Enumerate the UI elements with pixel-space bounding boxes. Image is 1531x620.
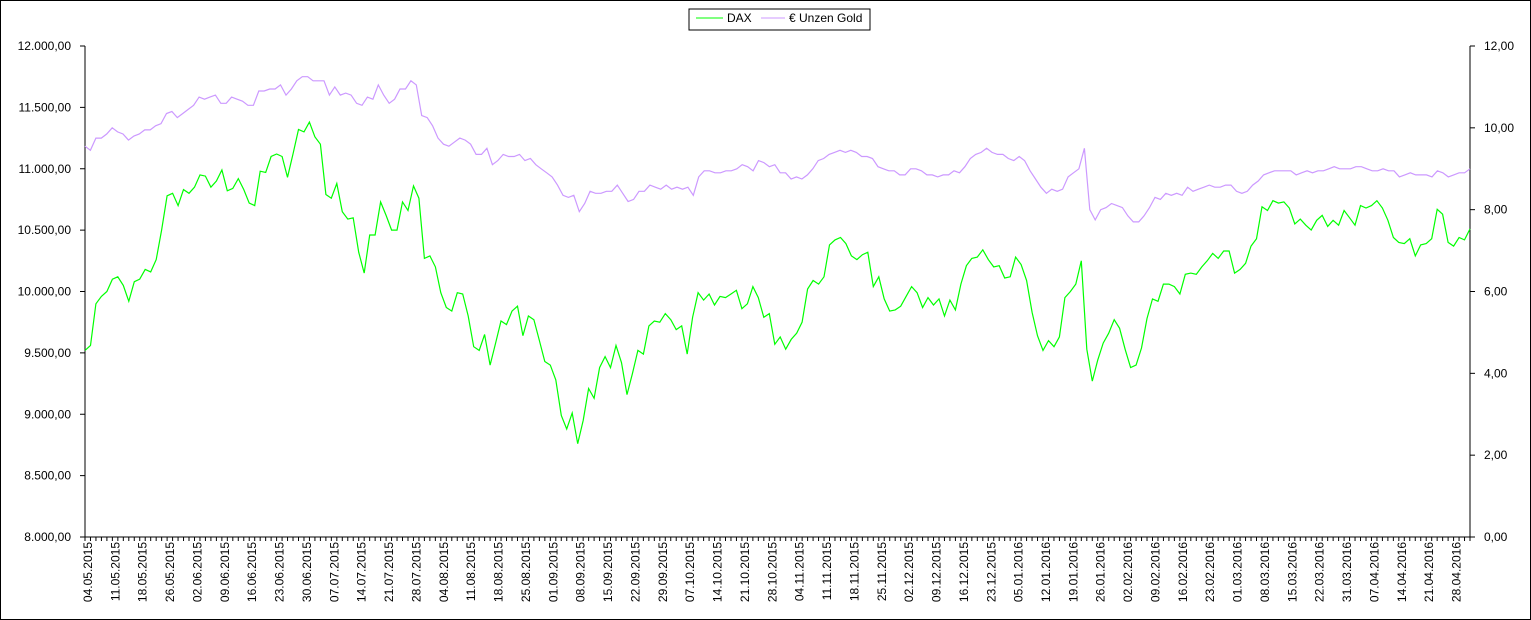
x-tick-label: 08.09.2015 [574, 542, 588, 602]
x-tick-label: 29.09.2015 [656, 542, 670, 602]
x-tick-label: 16.02.2016 [1176, 542, 1190, 602]
series-line-gold [84, 76, 1471, 223]
left-tick-label: 8.000,00 [24, 530, 71, 544]
x-tick-label: 21.10.2015 [738, 542, 752, 602]
x-tick-label: 12.01.2016 [1039, 542, 1053, 602]
left-tick-label: 10.000,00 [18, 285, 72, 299]
x-tick-label: 26.05.2015 [163, 542, 177, 602]
x-tick-label: 14.07.2015 [355, 542, 369, 602]
right-tick-label: 10,00 [1484, 121, 1514, 135]
x-tick-label: 26.01.2016 [1094, 542, 1108, 602]
x-tick-label: 09.06.2015 [218, 542, 232, 602]
x-tick-label: 16.12.2015 [957, 542, 971, 602]
x-tick-label: 30.06.2015 [300, 542, 314, 602]
right-tick-label: 6,00 [1484, 285, 1508, 299]
x-tick-label: 01.03.2016 [1231, 542, 1245, 602]
x-tick-label: 08.03.2016 [1258, 542, 1272, 602]
left-tick-label: 9.000,00 [24, 407, 71, 421]
x-tick-label: 23.02.2016 [1203, 542, 1217, 602]
right-tick-label: 4,00 [1484, 366, 1508, 380]
x-tick-label: 14.04.2016 [1395, 542, 1409, 602]
x-tick-label: 09.12.2015 [930, 542, 944, 602]
x-tick-label: 11.11.2015 [820, 542, 834, 601]
x-tick-label: 07.10.2015 [683, 542, 697, 602]
x-tick-label: 18.08.2015 [492, 542, 506, 602]
left-tick-label: 10.500,00 [18, 223, 72, 237]
x-tick-label: 23.12.2015 [984, 542, 998, 602]
x-tick-label: 04.11.2015 [793, 542, 807, 601]
x-tick-label: 05.01.2016 [1012, 542, 1026, 602]
left-tick-label: 9.500,00 [24, 346, 71, 360]
x-tick-label: 28.04.2016 [1450, 542, 1464, 602]
right-tick-label: 0,00 [1484, 530, 1508, 544]
x-tick-label: 09.02.2016 [1149, 542, 1163, 602]
x-tick-label: 11.08.2015 [464, 542, 478, 601]
x-tick-label: 25.08.2015 [519, 542, 533, 602]
x-tick-label: 15.09.2015 [601, 542, 615, 602]
x-tick-label: 07.04.2016 [1368, 542, 1382, 602]
legend-label-gold: € Unzen Gold [789, 11, 862, 25]
x-tick-label: 22.03.2016 [1313, 542, 1327, 602]
x-tick-label: 02.12.2015 [902, 542, 916, 602]
x-tick-label: 28.07.2015 [410, 542, 424, 602]
x-tick-label: 18.05.2015 [136, 542, 150, 602]
left-tick-label: 12.000,00 [18, 39, 72, 53]
x-tick-label: 23.06.2015 [273, 542, 287, 602]
right-tick-label: 12,00 [1484, 39, 1514, 53]
x-tick-label: 01.09.2015 [546, 542, 560, 602]
x-tick-label: 07.07.2015 [327, 542, 341, 602]
x-tick-label: 15.03.2016 [1285, 542, 1299, 602]
left-tick-label: 11.500,00 [19, 100, 72, 114]
x-tick-label: 02.02.2016 [1121, 542, 1135, 602]
legend-box [688, 8, 871, 31]
x-tick-label: 18.11.2015 [847, 542, 861, 601]
x-tick-label: 22.09.2015 [628, 542, 642, 602]
left-tick-label: 11.000,00 [19, 162, 72, 176]
legend-label-dax: DAX [727, 11, 752, 25]
x-tick-label: 31.03.2016 [1340, 542, 1354, 602]
series-lines [84, 76, 1471, 444]
x-tick-label: 02.06.2015 [191, 542, 205, 602]
x-tick-label: 14.10.2015 [711, 542, 725, 602]
legend: DAX € Unzen Gold [688, 8, 871, 31]
series-line-dax [84, 120, 1471, 444]
axes: 8.000,00 8.500,00 9.000,00 9.500,00 10.000,0… [18, 39, 1515, 602]
x-tick-label: 04.05.2015 [81, 542, 95, 602]
x-tick-label: 28.10.2015 [765, 542, 779, 602]
x-tick-label: 21.04.2016 [1422, 542, 1436, 602]
x-tick-label: 16.06.2015 [245, 542, 259, 602]
x-tick-label: 19.01.2016 [1066, 542, 1080, 602]
x-tick-label: 25.11.2015 [875, 542, 889, 601]
x-tick-label: 11.05.2015 [108, 542, 122, 601]
x-tick-label: 04.08.2015 [437, 542, 451, 602]
x-tick-label: 21.07.2015 [382, 542, 396, 602]
left-tick-label: 8.500,00 [24, 469, 71, 483]
right-tick-label: 2,00 [1484, 448, 1508, 462]
right-tick-label: 8,00 [1484, 203, 1508, 217]
